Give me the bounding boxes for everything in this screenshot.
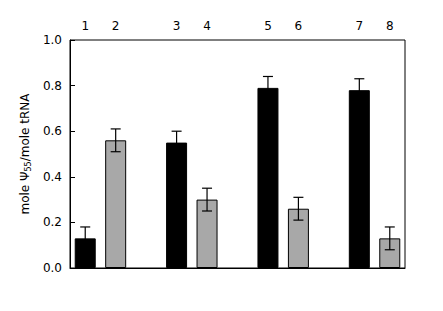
svg-text:7: 7 — [355, 19, 363, 33]
svg-text:/mole tRNA: /mole tRNA — [18, 93, 32, 162]
svg-text:3: 3 — [173, 19, 181, 33]
svg-text:55: 55 — [24, 161, 33, 171]
svg-text:0.6: 0.6 — [43, 124, 62, 138]
svg-text:4: 4 — [203, 19, 211, 33]
svg-text:0.8: 0.8 — [43, 79, 62, 93]
svg-text:6: 6 — [295, 19, 303, 33]
svg-text:1: 1 — [81, 19, 89, 33]
svg-text:5: 5 — [264, 19, 272, 33]
svg-text:2: 2 — [112, 19, 120, 33]
svg-text:1.0: 1.0 — [43, 33, 62, 47]
svg-text:0.0: 0.0 — [43, 261, 62, 275]
svg-text:0.4: 0.4 — [43, 170, 62, 184]
svg-text:mole Ψ: mole Ψ — [18, 171, 32, 214]
svg-text:8: 8 — [386, 19, 394, 33]
svg-text:0.2: 0.2 — [43, 215, 62, 229]
